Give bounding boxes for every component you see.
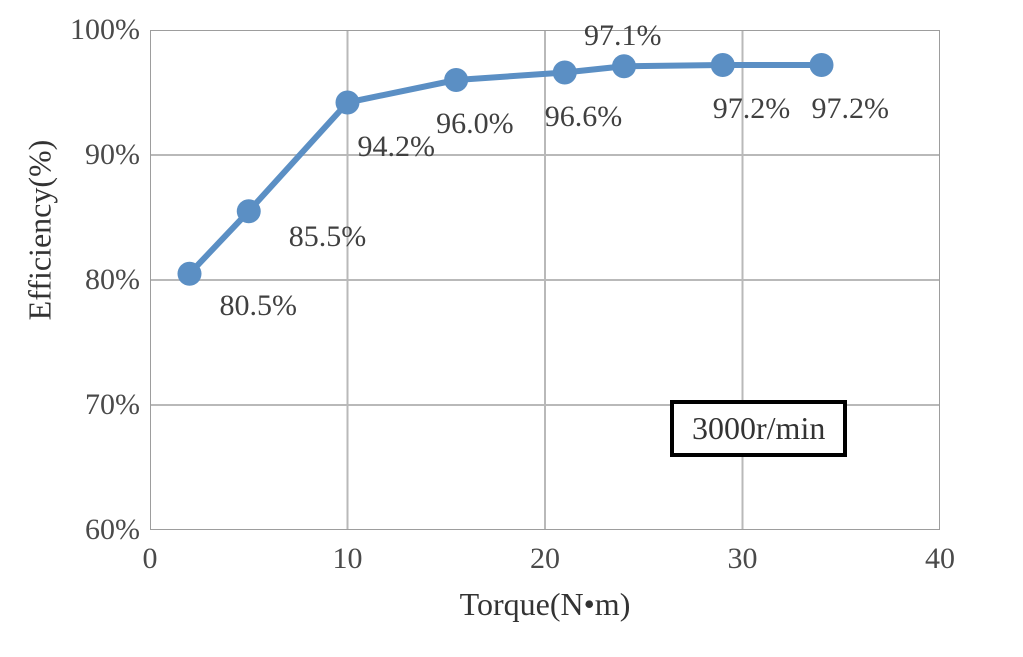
x-tick-label: 0 [143, 542, 158, 576]
data-point-label: 97.1% [584, 19, 662, 53]
y-tick-label: 90% [55, 138, 140, 172]
y-tick-label: 70% [55, 388, 140, 422]
y-axis-title: Efficiency(%) [22, 140, 59, 321]
x-tick-label: 40 [925, 542, 955, 576]
efficiency-chart: Efficiency(%) Torque(N•m) 60% 70% 80% 90% 10… [0, 0, 1023, 657]
data-point-label: 85.5% [289, 220, 367, 254]
x-tick-label: 30 [728, 542, 758, 576]
data-point-label: 96.0% [436, 107, 514, 141]
y-tick-label: 100% [55, 13, 140, 47]
data-point-label: 94.2% [358, 130, 436, 164]
legend-text: 3000r/min [692, 410, 825, 446]
data-point-label: 80.5% [220, 289, 298, 323]
y-tick-label: 80% [55, 263, 140, 297]
x-axis-title: Torque(N•m) [460, 586, 631, 623]
data-point-label: 97.2% [713, 92, 791, 126]
x-tick-label: 20 [530, 542, 560, 576]
data-point-label: 97.2% [812, 92, 890, 126]
legend-box: 3000r/min [670, 400, 847, 457]
y-tick-label: 60% [55, 513, 140, 547]
x-tick-label: 10 [333, 542, 363, 576]
data-point-label: 96.6% [545, 100, 623, 134]
